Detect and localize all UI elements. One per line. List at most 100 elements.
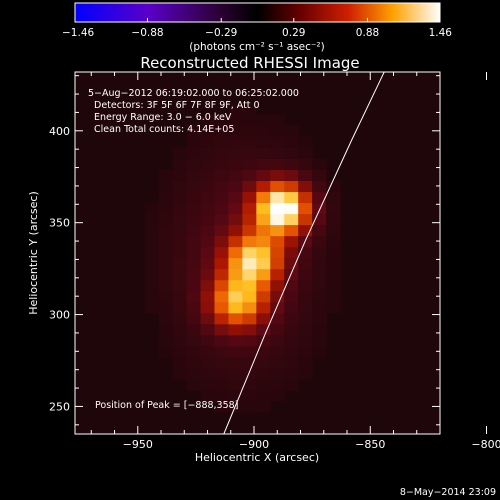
heatmap-cell xyxy=(186,290,202,303)
heatmap-cell xyxy=(270,312,285,325)
heatmap-cell xyxy=(326,257,341,270)
heatmap-cell xyxy=(214,224,230,237)
heatmap-cell xyxy=(326,268,341,281)
heatmap-cell xyxy=(228,345,243,358)
heatmap-cell xyxy=(214,334,230,347)
heatmap-cell xyxy=(270,158,285,170)
heatmap-cell xyxy=(228,169,243,182)
heatmap-cell xyxy=(186,246,202,259)
y-tick-label: 400 xyxy=(49,125,70,138)
heatmap-cell xyxy=(242,356,257,369)
heatmap-cell xyxy=(200,213,216,226)
heatmap-cell xyxy=(228,268,243,281)
heatmap-cell xyxy=(256,367,271,380)
heatmap-cell xyxy=(270,367,285,380)
heatmap-cell xyxy=(172,235,188,248)
heatmap-cell xyxy=(312,290,327,303)
heatmap-cell xyxy=(172,213,188,226)
heatmap-cell xyxy=(284,323,299,336)
heatmap-cell xyxy=(284,279,299,292)
heatmap-cell xyxy=(158,334,174,347)
heatmap-cell xyxy=(256,224,271,237)
heatmap-cell xyxy=(214,323,230,336)
heatmap-cell xyxy=(172,290,188,303)
heatmap-cell xyxy=(312,268,327,281)
x-tick-label: −800 xyxy=(471,438,500,451)
heatmap-cell xyxy=(186,378,202,391)
heatmap-cell xyxy=(284,334,299,347)
heatmap-cell xyxy=(172,279,188,292)
heatmap-cell xyxy=(172,224,188,237)
heatmap-cell xyxy=(228,180,243,193)
heatmap-cell xyxy=(144,257,160,270)
heatmap-cell xyxy=(256,378,271,391)
heatmap-cell xyxy=(172,334,188,347)
heatmap-cell xyxy=(200,246,216,259)
heatmap-cell xyxy=(242,125,257,137)
heatmap-cell xyxy=(298,268,313,281)
heatmap-cell xyxy=(256,323,271,336)
heatmap-cell xyxy=(270,378,285,391)
heatmap-cell xyxy=(326,191,341,204)
x-tick-label: −950 xyxy=(123,438,153,451)
heatmap-cell xyxy=(270,345,285,358)
heatmap-cell xyxy=(312,202,327,215)
heatmap-cell xyxy=(200,378,216,391)
heatmap-cell xyxy=(200,312,216,325)
heatmap-cell xyxy=(158,180,174,193)
heatmap-cell xyxy=(298,147,313,159)
heatmap-cell xyxy=(256,213,271,226)
heatmap-cell xyxy=(270,136,285,148)
heatmap-cell xyxy=(200,191,216,204)
heatmap-cell xyxy=(256,389,271,402)
heatmap-cell xyxy=(200,180,216,193)
y-tick-label: 250 xyxy=(49,400,70,413)
heatmap-cell xyxy=(312,246,327,259)
heatmap-cell xyxy=(200,389,216,402)
heatmap-cell xyxy=(242,400,257,413)
heatmap-cell xyxy=(186,356,202,369)
heatmap-cell xyxy=(284,213,299,226)
heatmap-cell xyxy=(200,235,216,248)
heatmap-cell xyxy=(158,323,174,336)
heatmap-cell xyxy=(270,268,285,281)
heatmap-cell xyxy=(144,279,160,292)
heatmap-cell xyxy=(242,235,257,248)
heatmap-cell xyxy=(298,257,313,270)
heatmap-cell xyxy=(158,268,174,281)
heatmap-cell xyxy=(144,235,160,248)
heatmap-cell xyxy=(186,301,202,314)
heatmap-cell xyxy=(158,290,174,303)
heatmap-cell xyxy=(144,290,160,303)
heatmap-cell xyxy=(144,224,160,237)
x-tick-label: −850 xyxy=(355,438,385,451)
heatmap-cell xyxy=(242,180,257,193)
heatmap-cell xyxy=(172,312,188,325)
heatmap-cell xyxy=(186,213,202,226)
heatmap-cell xyxy=(256,158,271,170)
heatmap-cell xyxy=(284,312,299,325)
heatmap-cell xyxy=(256,257,271,270)
heatmap-cell xyxy=(186,279,202,292)
heatmap-cell xyxy=(284,191,299,204)
footer-timestamp: 8−May−2014 23:09 xyxy=(400,487,496,498)
heatmap-cell xyxy=(256,136,271,148)
heatmap-cell xyxy=(214,312,230,325)
heatmap-cell xyxy=(228,312,243,325)
heatmap-cell xyxy=(172,345,188,358)
heatmap-cell xyxy=(256,235,271,248)
heatmap-cell xyxy=(214,257,230,270)
heatmap-cell xyxy=(172,158,188,170)
heatmap-cell xyxy=(214,191,230,204)
heatmap-cell xyxy=(284,257,299,270)
heatmap-cell xyxy=(158,246,174,259)
heatmap-cell xyxy=(228,290,243,303)
heatmap-cell xyxy=(298,323,313,336)
colorbar-unit-label: (photons cm⁻² s⁻¹ asec⁻²) xyxy=(189,41,324,53)
heatmap-cell xyxy=(312,169,327,182)
heatmap-cell xyxy=(326,202,341,215)
heatmap-cell xyxy=(242,257,257,270)
heatmap-cell xyxy=(256,356,271,369)
heatmap-cell xyxy=(298,213,313,226)
heatmap-cell xyxy=(200,356,216,369)
